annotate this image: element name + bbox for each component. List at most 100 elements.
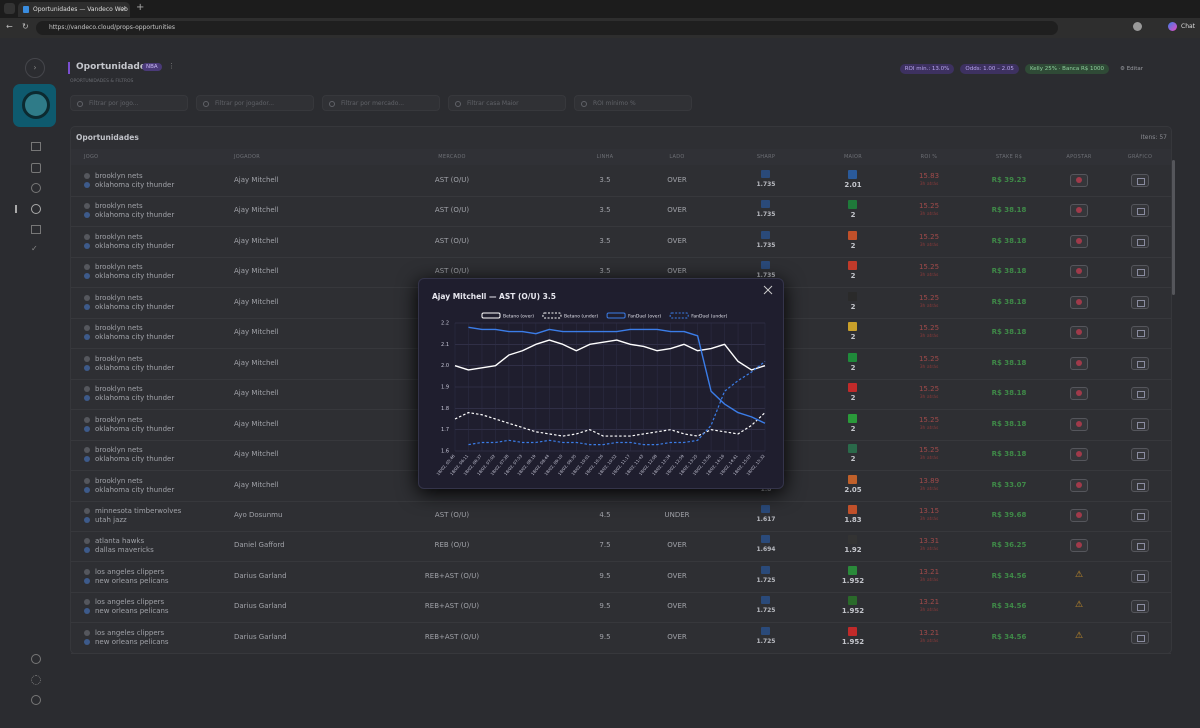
- team-icon: [84, 325, 90, 332]
- url-bar[interactable]: https://vandeco.cloud/props-opportunitie…: [36, 21, 1058, 35]
- chart-button[interactable]: [1131, 234, 1149, 248]
- nav-layers[interactable]: [31, 225, 41, 234]
- nav-logout[interactable]: [31, 695, 41, 705]
- bet-button[interactable]: [1070, 356, 1088, 370]
- nav-settings[interactable]: [31, 675, 41, 685]
- copilot[interactable]: [1168, 22, 1177, 31]
- team-icon: [84, 395, 90, 402]
- bet-button[interactable]: [1070, 417, 1088, 431]
- team-home: los angeles clippers: [95, 628, 165, 637]
- maior-book-icon: [848, 200, 857, 210]
- maior-odds: 2: [850, 272, 856, 281]
- nav-theme[interactable]: [31, 654, 41, 664]
- bet-button[interactable]: [1070, 539, 1088, 553]
- player: Ajay Mitchell: [234, 419, 279, 428]
- team-home: brooklyn nets: [95, 293, 143, 302]
- sharp-odds: 1.617: [756, 515, 776, 523]
- search-icon: [455, 101, 461, 107]
- bet-button[interactable]: [1070, 448, 1088, 462]
- row-divider: [71, 591, 1171, 593]
- chart-button[interactable]: [1131, 326, 1149, 340]
- team-away: new orleans pelicans: [95, 576, 169, 585]
- chart-button[interactable]: [1131, 265, 1149, 279]
- legend-swatch: [481, 312, 501, 319]
- collapse[interactable]: ›: [25, 58, 45, 78]
- stake: R$ 38.18: [991, 328, 1027, 337]
- nav-check[interactable]: ✓: [31, 244, 38, 253]
- bet-button[interactable]: [1070, 326, 1088, 340]
- profile[interactable]: [1133, 22, 1142, 31]
- team-icon: [84, 516, 90, 523]
- stake: R$ 38.18: [991, 297, 1027, 306]
- chart-button[interactable]: [1131, 539, 1149, 553]
- filter-input[interactable]: Filtrar por mercado...: [322, 95, 440, 111]
- player: Ajay Mitchell: [234, 297, 279, 306]
- nav-home[interactable]: [31, 142, 41, 151]
- team-icon: [84, 547, 90, 554]
- team-home: los angeles clippers: [95, 598, 165, 607]
- chart-button[interactable]: [1131, 387, 1149, 401]
- line: 9.5: [599, 602, 611, 611]
- chart-button[interactable]: [1131, 417, 1149, 431]
- scrollbar: [1172, 160, 1175, 295]
- chart-button[interactable]: [1131, 204, 1149, 218]
- new-tab[interactable]: +: [136, 2, 145, 13]
- tab-menu[interactable]: [4, 3, 15, 14]
- roi: 15.83: [918, 172, 940, 180]
- nav-ball[interactable]: [31, 183, 41, 193]
- bet-button[interactable]: [1070, 478, 1088, 492]
- filter-input[interactable]: ROI mínimo %: [574, 95, 692, 111]
- reload[interactable]: ↻: [22, 22, 29, 31]
- roi: 15.25: [918, 202, 940, 211]
- filter-input[interactable]: Filtrar casa Maior: [448, 95, 566, 111]
- bet-button[interactable]: [1070, 295, 1088, 309]
- active-tab[interactable]: Oportunidades — Vandeco Web ×: [18, 2, 130, 17]
- maior-odds: 2: [850, 211, 856, 220]
- filter-input[interactable]: Filtrar por jogo...: [70, 95, 188, 111]
- chat-label[interactable]: Chat: [1181, 23, 1196, 30]
- bet-button[interactable]: [1070, 508, 1088, 522]
- chart-button[interactable]: [1131, 600, 1149, 614]
- chart-button[interactable]: [1131, 295, 1149, 309]
- bet-button[interactable]: [1070, 265, 1088, 279]
- maior-book-icon: [848, 565, 857, 575]
- bet-button[interactable]: [1070, 174, 1088, 187]
- y-tick-label: 1.7: [441, 427, 449, 433]
- column-header: LADO: [669, 154, 685, 160]
- chart-button[interactable]: [1131, 356, 1149, 370]
- series-line: [468, 326, 766, 424]
- maior-odds: 2: [850, 241, 856, 250]
- bet-icon: [1076, 298, 1082, 305]
- back[interactable]: ←: [6, 22, 13, 31]
- team-icon: [84, 273, 90, 280]
- chart-icon: [1137, 604, 1145, 612]
- sharp-book-icon: [761, 230, 770, 239]
- team-away: oklahoma city thunder: [95, 241, 175, 250]
- info[interactable]: ⋮: [168, 62, 175, 70]
- column-header: STAKE R$: [995, 154, 1023, 160]
- stake: R$ 38.18: [991, 267, 1027, 276]
- team-icon: [84, 416, 90, 423]
- legend-swatch: [542, 312, 562, 319]
- roi: 13.21: [918, 628, 940, 637]
- chart-button[interactable]: [1131, 569, 1149, 583]
- bet-button[interactable]: [1070, 234, 1088, 248]
- chart-button[interactable]: [1131, 508, 1149, 522]
- nav-props[interactable]: [31, 204, 41, 214]
- chip[interactable]: ⚙ Editar: [1120, 66, 1143, 72]
- nav-book[interactable]: [31, 163, 41, 173]
- bet-button[interactable]: [1070, 387, 1088, 401]
- chart-button[interactable]: [1131, 478, 1149, 492]
- chart-button[interactable]: [1131, 174, 1149, 187]
- tab-close[interactable]: ×: [121, 5, 127, 13]
- player: Ajay Mitchell: [234, 206, 279, 215]
- chart-button[interactable]: [1131, 630, 1149, 644]
- close-button[interactable]: [763, 285, 773, 295]
- column-header: MERCADO: [438, 154, 466, 160]
- filter-input[interactable]: Filtrar por jogador...: [196, 95, 314, 111]
- chart-button[interactable]: [1131, 448, 1149, 462]
- line: 3.5: [599, 236, 611, 245]
- bet-button[interactable]: [1070, 204, 1088, 218]
- chart-icon: [1137, 360, 1145, 368]
- roi-age: 3h atrás: [919, 516, 939, 522]
